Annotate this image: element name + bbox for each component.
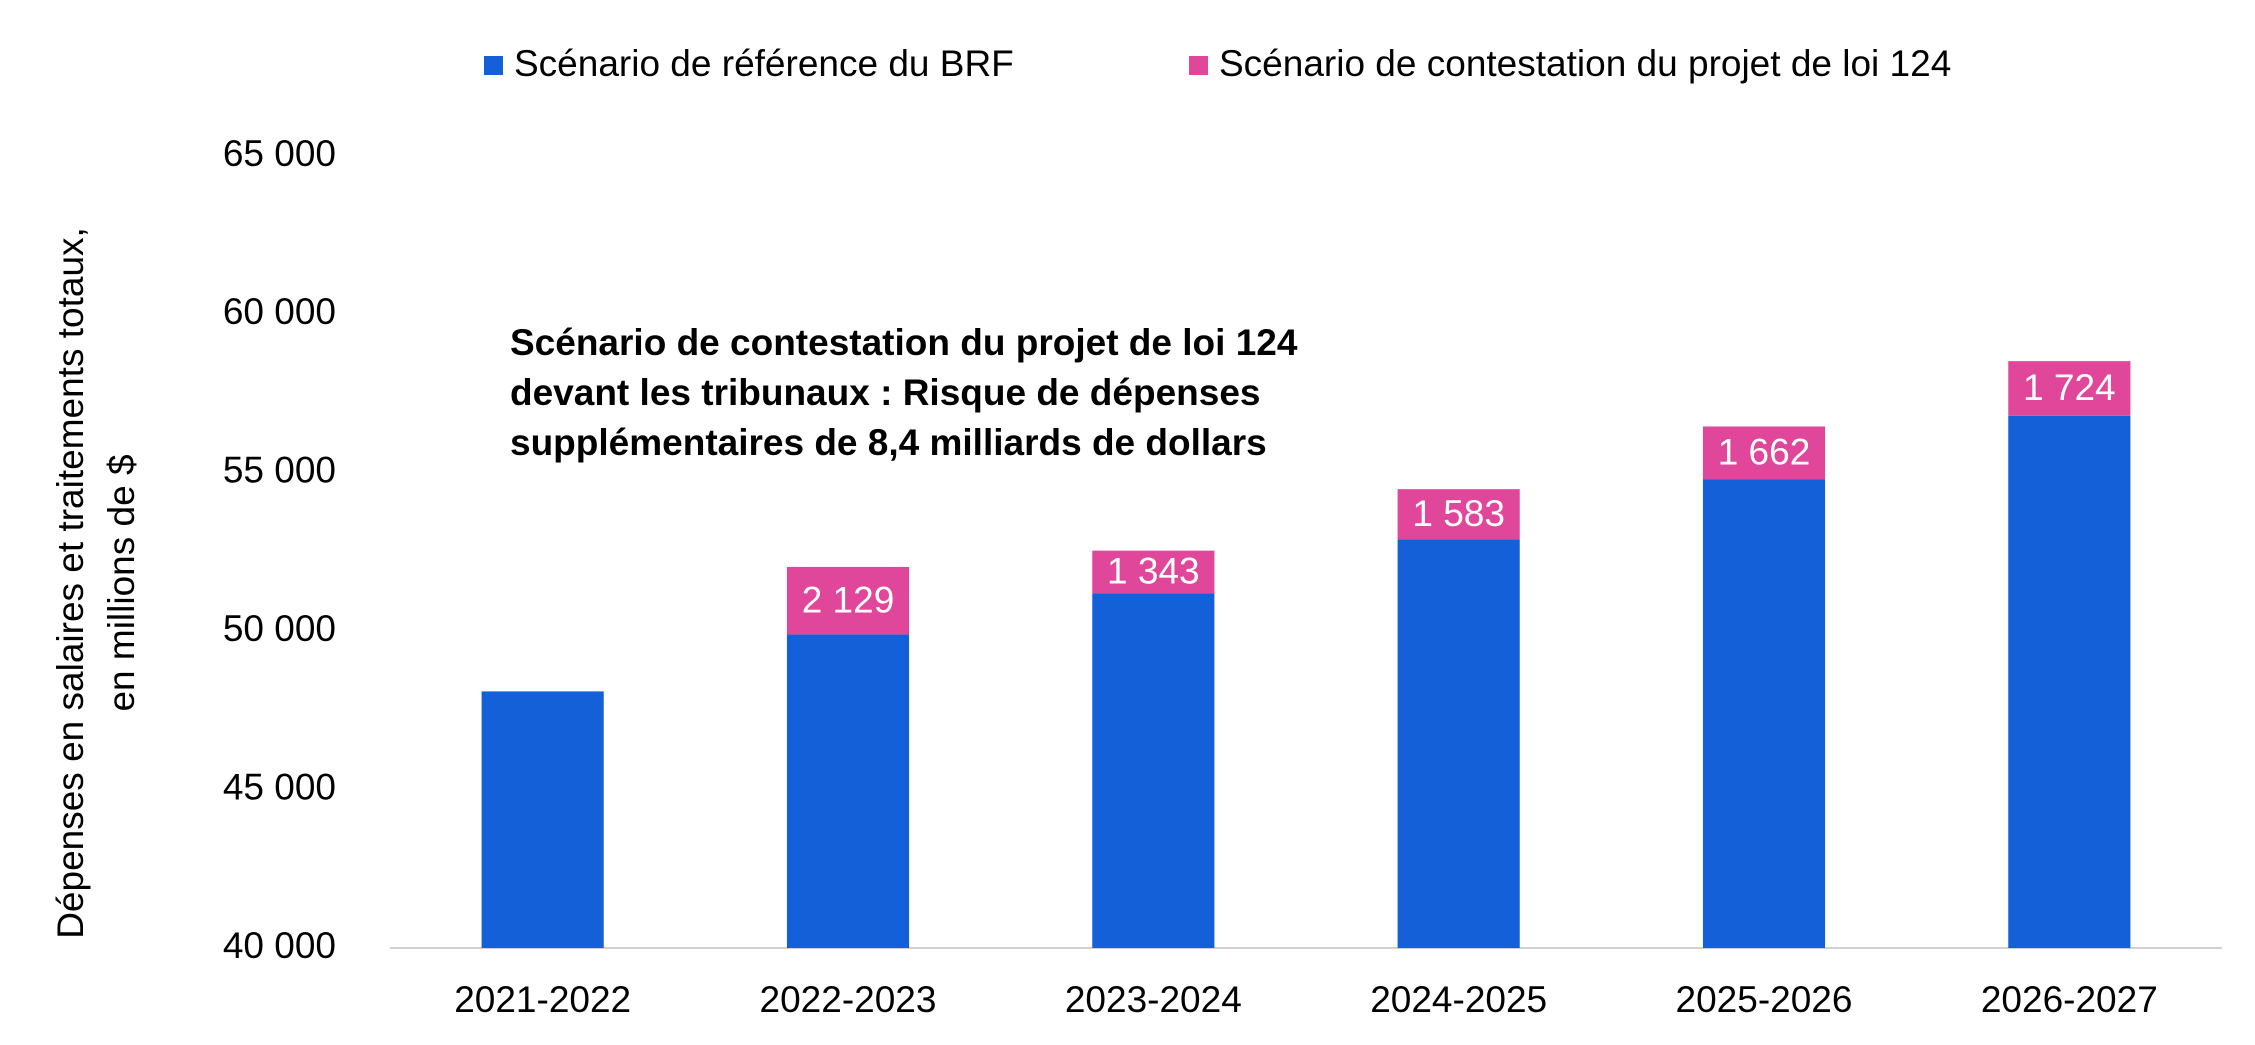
value-label: 1 662 [1718,432,1811,473]
bar-segment [1702,426,1826,480]
bar-segment [1397,489,1520,540]
bar-segment [2008,361,2131,416]
y-axis-label: en millions de $ [101,454,142,711]
annotation: Scénario de contestation du projet de lo… [510,322,1298,363]
legend-label: Scénario de contestation du projet de lo… [1219,43,1951,84]
y-tick-label: 50 000 [223,608,336,649]
value-label: 1 343 [1107,551,1200,592]
x-tick-label: 2025-2026 [1676,979,1853,1020]
y-axis-label: Dépenses en salaires et traitements tota… [50,227,91,939]
y-tick-label: 65 000 [223,133,336,174]
bar-segment [1702,479,1826,948]
bar-segment [481,691,604,948]
y-tick-label: 60 000 [223,291,336,332]
value-label: 1 724 [2023,367,2116,408]
x-tick-label: 2024-2025 [1370,979,1547,1020]
value-label: 1 583 [1412,493,1505,534]
x-tick-label: 2026-2027 [1981,979,2158,1020]
bar-segment [786,634,910,948]
y-tick-label: 55 000 [223,450,336,491]
legend-swatch [1189,56,1208,75]
value-label: 2 129 [802,579,895,620]
bar-segment [1397,539,1520,948]
x-tick-label: 2022-2023 [760,979,937,1020]
bar-segment [1092,593,1215,948]
legend-swatch [484,56,503,75]
legend-label: Scénario de référence du BRF [514,43,1014,84]
y-tick-label: 45 000 [223,766,336,807]
bar-segment [1092,550,1215,594]
annotation: supplémentaires de 8,4 milliards de doll… [510,422,1267,463]
x-tick-label: 2023-2024 [1065,979,1242,1020]
x-tick-label: 2021-2022 [454,979,631,1020]
bar-segment [786,566,910,635]
annotation: devant les tribunaux : Risque de dépense… [510,372,1260,413]
y-tick-label: 40 000 [223,925,336,966]
bar-segment [2008,415,2131,948]
